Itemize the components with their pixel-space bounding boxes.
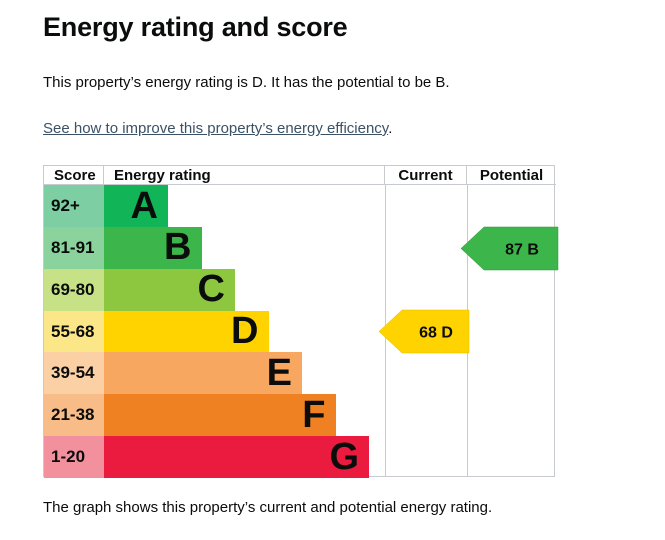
svg-text:87 B: 87 B: [505, 241, 539, 258]
svg-text:68 D: 68 D: [419, 325, 453, 342]
